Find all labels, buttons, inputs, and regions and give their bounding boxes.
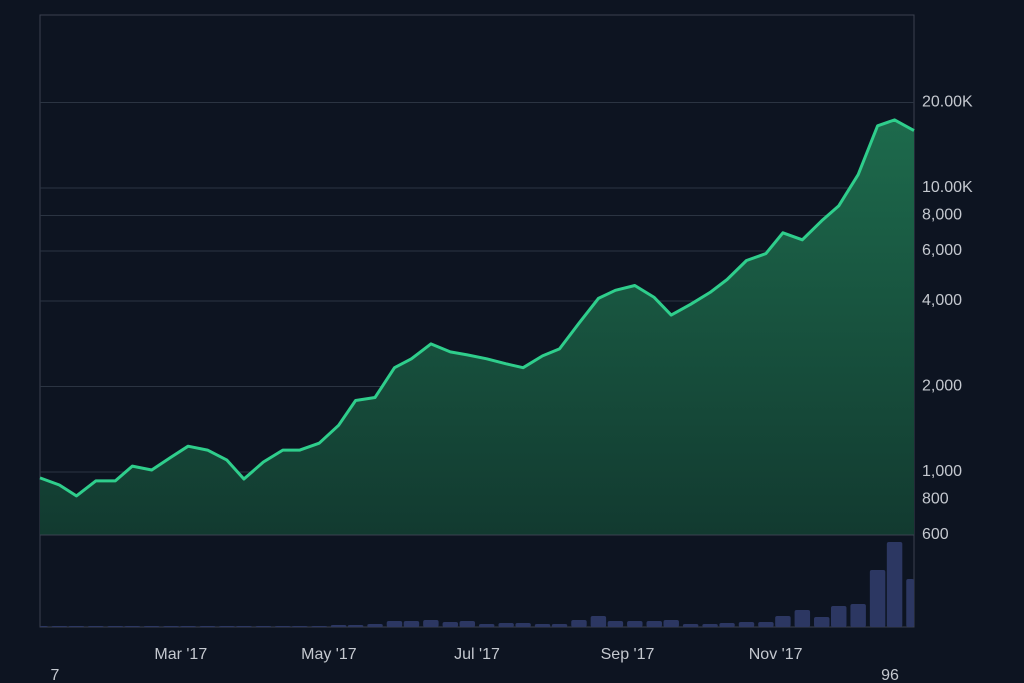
volume-bar xyxy=(607,621,624,627)
volume-bar xyxy=(51,626,68,627)
volume-bar xyxy=(199,626,216,627)
x-tick-label: Mar '17 xyxy=(154,646,207,663)
volume-bar xyxy=(386,621,403,627)
volume-bar xyxy=(68,626,85,627)
y-tick-label: 2,000 xyxy=(922,378,962,395)
volume-bar xyxy=(515,623,531,627)
y-tick-label: 6,000 xyxy=(922,242,962,259)
volume-bar xyxy=(886,542,903,627)
volume-bar xyxy=(236,626,252,627)
volume-bar xyxy=(163,626,179,627)
y-tick-label: 800 xyxy=(922,491,949,508)
volume-bar xyxy=(646,621,662,627)
volume-bar xyxy=(719,623,735,627)
volume-bar xyxy=(88,626,104,627)
x-tick-label: Sep '17 xyxy=(601,646,655,663)
volume-bar xyxy=(850,604,866,627)
price-line xyxy=(39,118,915,498)
volume-bar xyxy=(347,625,364,627)
volume-bar xyxy=(571,620,587,627)
volume-bar xyxy=(40,626,48,627)
y-tick-label: 4,000 xyxy=(922,292,962,309)
price-area xyxy=(40,119,914,536)
volume-bar xyxy=(255,626,272,627)
volume-bar xyxy=(775,616,791,627)
volume-bar xyxy=(663,620,679,627)
y-tick-label: 1,000 xyxy=(922,463,962,480)
volume-bar xyxy=(590,616,607,627)
volume-bar xyxy=(534,624,551,627)
volume-bar xyxy=(292,626,308,627)
volume-bar xyxy=(627,621,643,627)
y-tick-label: 8,000 xyxy=(922,207,962,224)
volume-bar xyxy=(551,624,568,627)
volume-bar xyxy=(869,570,886,627)
volume-bar xyxy=(498,623,514,627)
y-tick-label: 20.00K xyxy=(922,94,973,111)
volume-bar xyxy=(906,579,914,627)
volume-bar xyxy=(143,626,160,627)
volume-bar xyxy=(459,621,476,627)
volume-bar xyxy=(107,626,123,627)
y-tick-label: 10.00K xyxy=(922,179,973,196)
volume-bar xyxy=(124,626,140,627)
volume-bar xyxy=(367,624,383,627)
volume-bar xyxy=(403,621,420,627)
volume-bar xyxy=(682,624,699,627)
x-tick-label: May '17 xyxy=(301,646,357,663)
x-tick-label: Nov '17 xyxy=(749,646,803,663)
volume-bar xyxy=(758,622,774,627)
y-tick-label: 600 xyxy=(922,526,949,543)
edge-label: 7 xyxy=(51,667,60,683)
volume-bar xyxy=(275,626,291,627)
volume-bar xyxy=(814,617,830,627)
volume-bar xyxy=(831,606,847,627)
volume-bar xyxy=(794,610,811,627)
volume-bar xyxy=(442,622,459,627)
volume-bar xyxy=(330,625,347,627)
volume-bar xyxy=(219,626,235,627)
volume-bar xyxy=(702,624,718,627)
x-tick-label: Jul '17 xyxy=(454,646,500,663)
edge-label: 96 xyxy=(881,667,899,683)
volume-bar xyxy=(180,626,196,627)
volume-bar xyxy=(311,626,327,627)
volume-bar xyxy=(738,622,755,627)
volume-bar xyxy=(423,620,439,627)
volume-bar xyxy=(478,624,495,627)
